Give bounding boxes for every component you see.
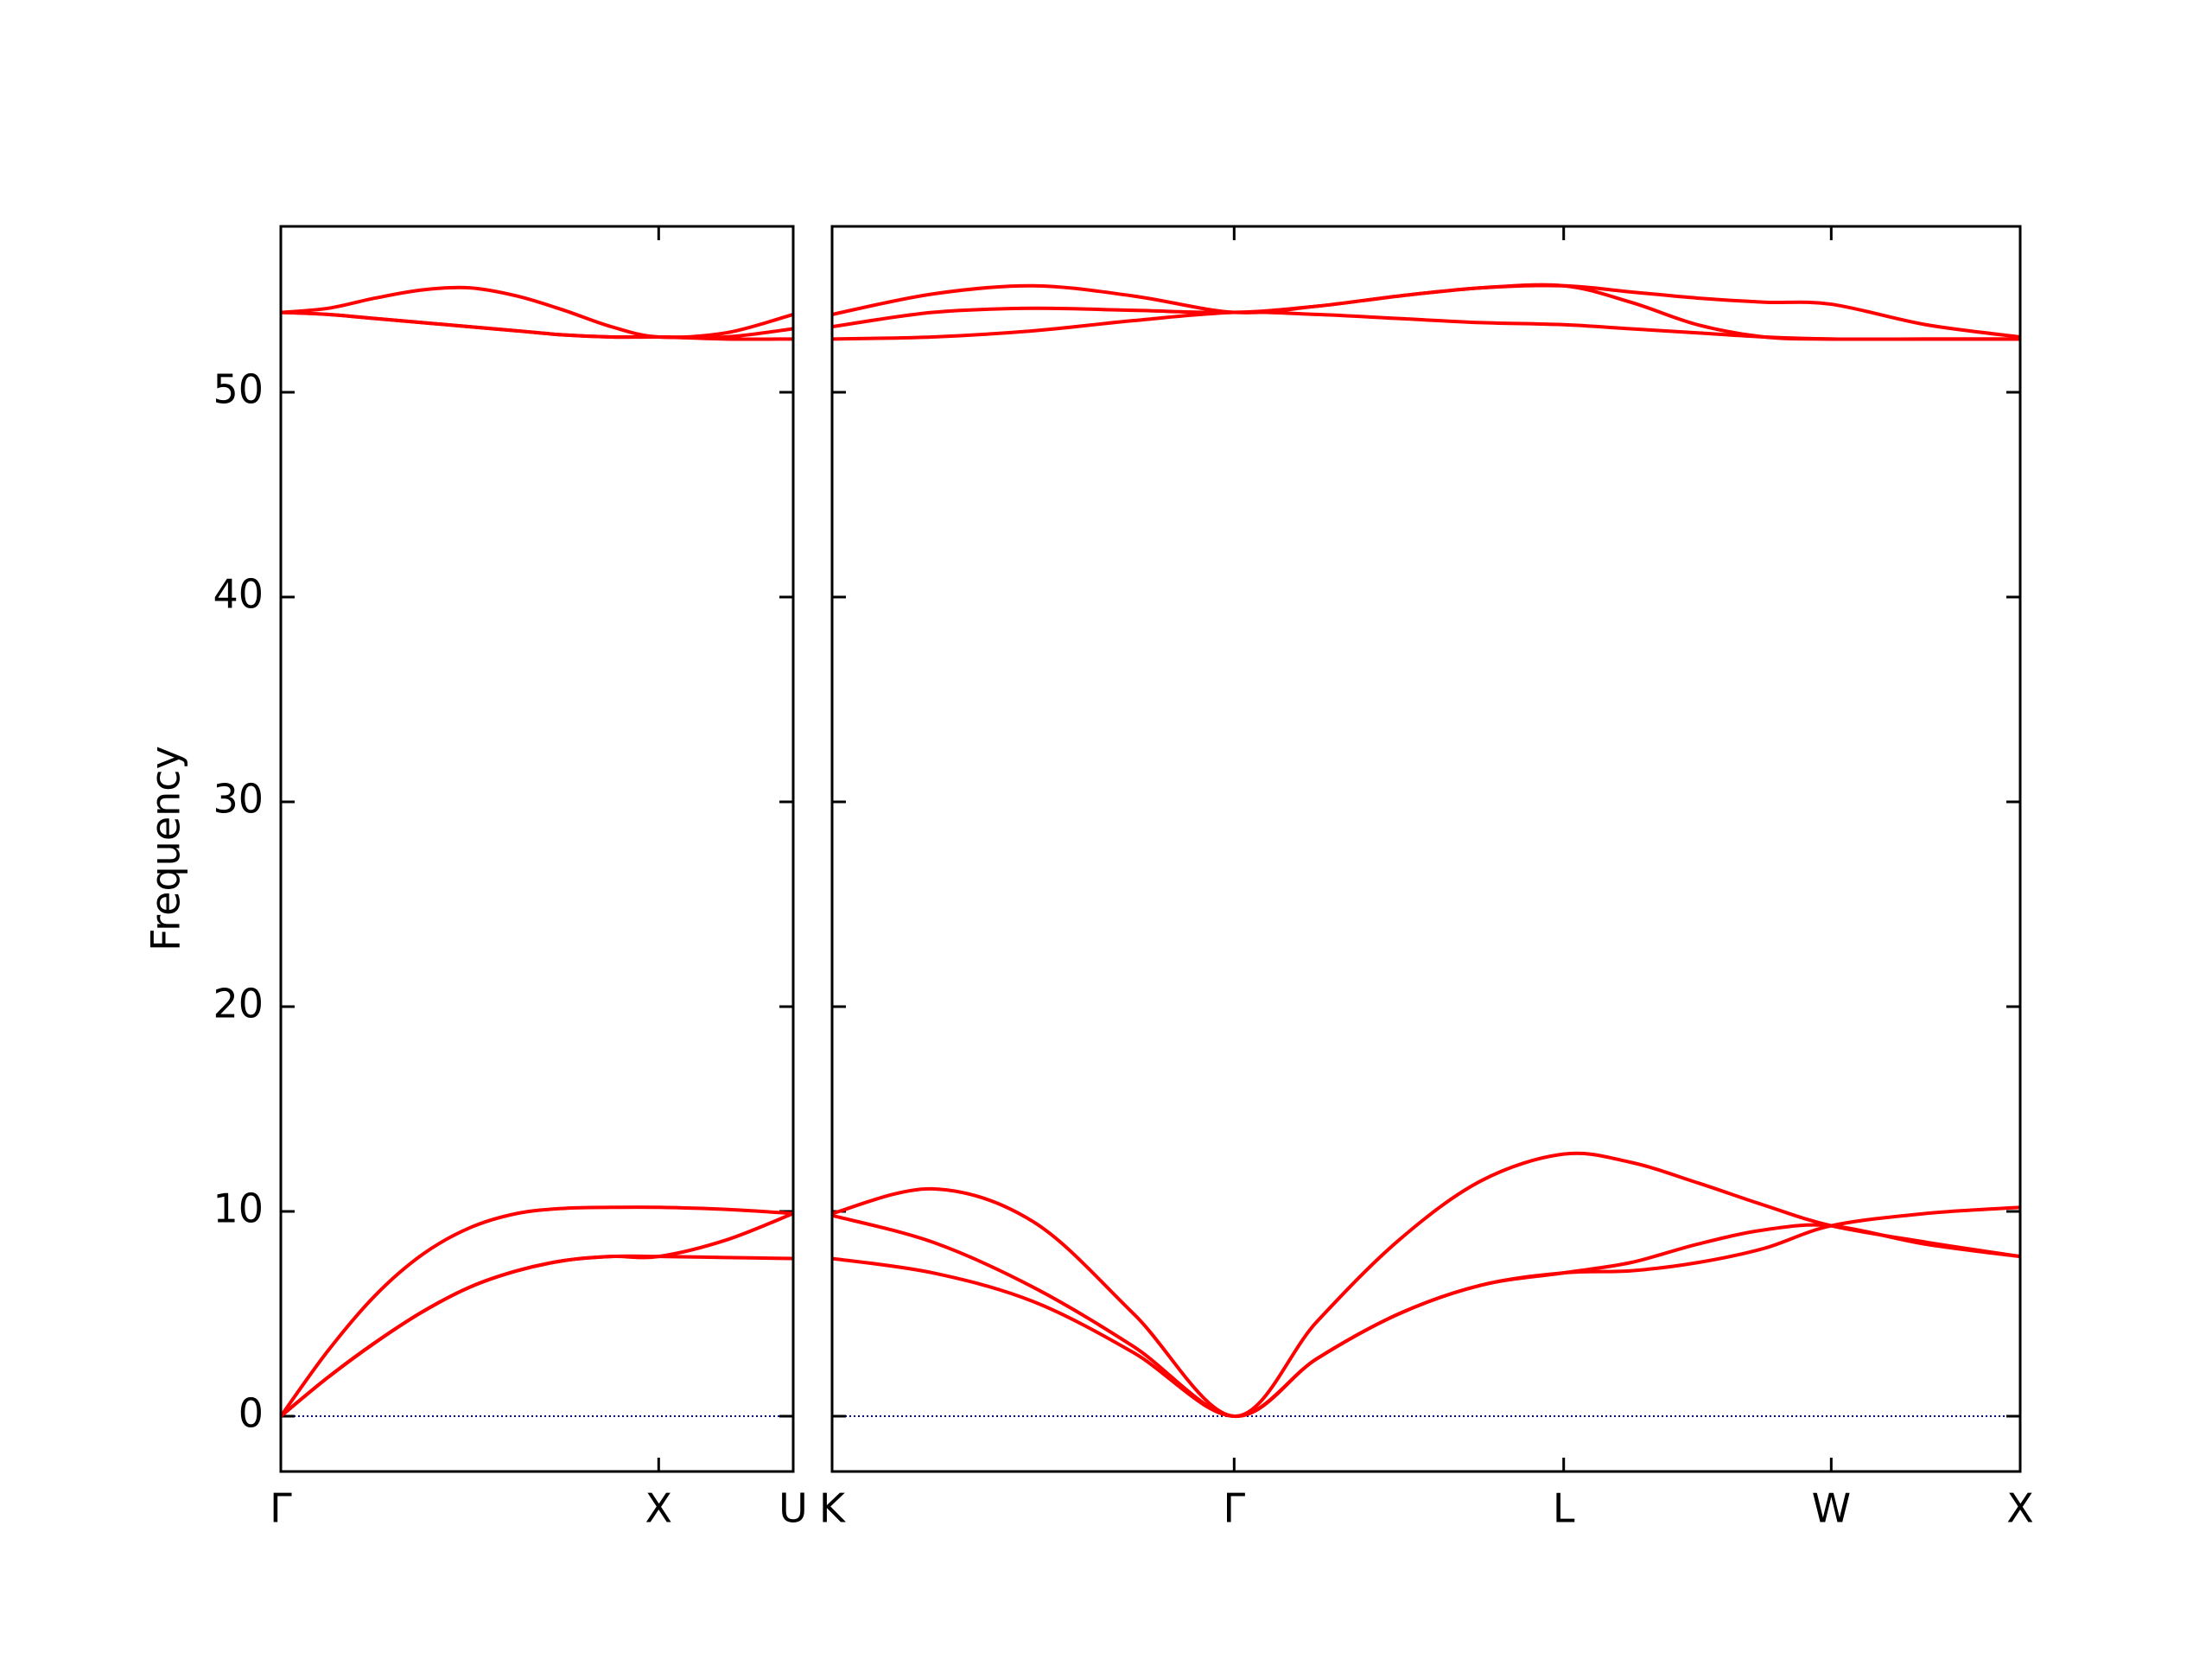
x-tick-label: K — [819, 1485, 847, 1532]
axes-frame — [830, 225, 2022, 1473]
band-line — [279, 1205, 794, 1418]
y-axis-label: Frequency — [143, 746, 189, 951]
y-tick-label: 0 — [238, 1390, 264, 1437]
y-tick-label: 30 — [213, 775, 264, 822]
band-line — [280, 310, 794, 341]
x-tick-label: L — [1553, 1485, 1575, 1532]
band-line — [279, 1254, 794, 1418]
y-tick-label: 10 — [213, 1185, 264, 1232]
y-tick-label: 20 — [213, 980, 264, 1027]
y-tick-label: 40 — [213, 570, 264, 617]
band-line — [280, 285, 794, 340]
y-tick-label: 50 — [213, 365, 264, 412]
x-tick-label: Γ — [270, 1485, 292, 1532]
x-tick-label: Γ — [1224, 1485, 1246, 1532]
x-tick-label: X — [2006, 1485, 2034, 1532]
band-line — [831, 1151, 2021, 1419]
band-line — [831, 1213, 2021, 1419]
x-tick-label: U — [779, 1485, 808, 1532]
axes-frame — [279, 225, 795, 1473]
band-line — [831, 310, 2020, 341]
band-line — [831, 1205, 2021, 1419]
x-tick-label: W — [1812, 1485, 1851, 1532]
x-tick-label: X — [645, 1485, 673, 1532]
